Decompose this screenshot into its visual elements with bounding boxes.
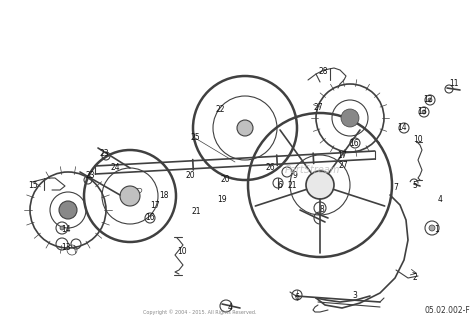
Text: 27: 27 [338,160,348,169]
Text: 23: 23 [85,170,95,179]
Text: 14: 14 [397,124,407,133]
Text: 16: 16 [349,138,359,148]
Text: 27: 27 [313,103,323,112]
Text: 23: 23 [99,149,109,158]
Text: 16: 16 [145,213,155,222]
Circle shape [306,171,334,199]
Text: 11: 11 [449,80,459,89]
Text: 3: 3 [353,291,357,299]
Text: 24: 24 [110,163,120,172]
Text: 22: 22 [215,106,225,115]
Text: 5: 5 [412,180,418,189]
Text: 4: 4 [228,303,232,313]
Text: 14: 14 [61,225,71,235]
Text: 10: 10 [413,135,423,144]
Text: 18: 18 [159,192,169,201]
Text: 13: 13 [417,108,427,117]
Text: 4: 4 [438,195,442,204]
Text: 1: 1 [435,225,439,235]
Circle shape [59,201,77,219]
Circle shape [60,226,64,230]
Text: Copyright © 2004 - 2015. All Rights Reserved.: Copyright © 2004 - 2015. All Rights Rese… [143,309,257,315]
Text: 17: 17 [150,201,160,210]
Circle shape [120,186,140,206]
Text: PartStream: PartStream [285,165,340,175]
Text: 05.02.002-F: 05.02.002-F [424,306,470,315]
Text: 9: 9 [292,170,298,179]
Text: 15: 15 [28,180,38,189]
Text: 10: 10 [177,247,187,256]
Text: 12: 12 [423,96,433,105]
Text: 2: 2 [413,273,418,282]
Text: 7: 7 [393,184,399,193]
Text: 20: 20 [220,176,230,185]
Circle shape [428,98,432,102]
Text: 21: 21 [191,207,201,216]
Text: 6: 6 [278,180,283,189]
Text: 6: 6 [294,293,300,302]
Text: 20: 20 [185,170,195,179]
Text: 13: 13 [61,244,71,253]
Text: 8: 8 [319,205,324,214]
Text: 26: 26 [265,163,275,172]
Circle shape [422,110,426,114]
Text: 25: 25 [190,134,200,143]
Text: 19: 19 [217,195,227,204]
Circle shape [429,225,435,231]
Text: 17: 17 [337,151,347,160]
Text: 21: 21 [287,180,297,189]
Circle shape [237,120,253,136]
Text: 28: 28 [318,67,328,76]
Circle shape [341,109,359,127]
